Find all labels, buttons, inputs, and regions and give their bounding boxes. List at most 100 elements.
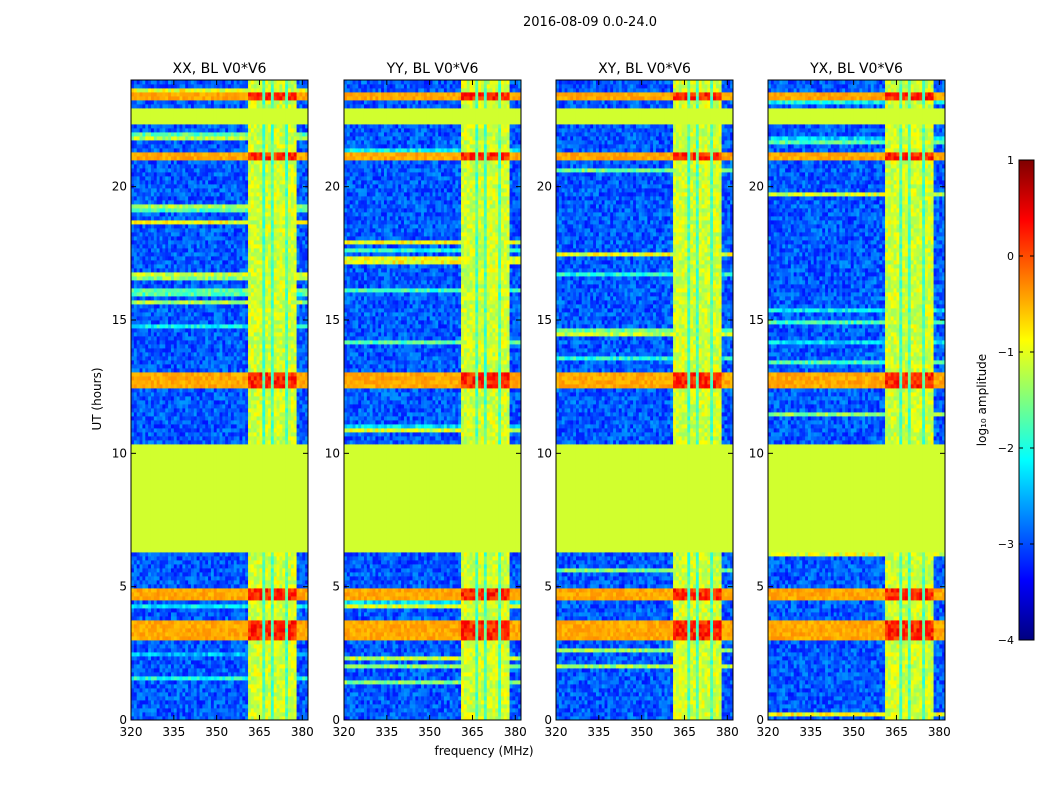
heatmap-cell <box>202 532 206 537</box>
heatmap-cell <box>233 652 238 657</box>
heatmap-cell <box>208 668 212 673</box>
heatmap-cell <box>233 540 238 545</box>
heatmap-cell <box>208 596 212 601</box>
heatmap-cell <box>139 508 143 513</box>
heatmap-cell <box>233 504 238 509</box>
heatmap-cell <box>239 708 243 713</box>
heatmap-cell <box>208 488 212 493</box>
heatmap-cell <box>288 628 292 633</box>
heatmap-cell <box>273 528 277 533</box>
heatmap-cell <box>282 656 286 661</box>
heatmap-cell <box>282 440 286 445</box>
heatmap-cell <box>210 556 215 561</box>
heatmap-cell <box>299 640 303 645</box>
heatmap-cell <box>285 632 289 637</box>
heatmap-cell <box>168 432 172 437</box>
heatmap-cell <box>256 512 260 517</box>
heatmap-cell <box>145 584 149 589</box>
heatmap-cell <box>202 488 206 493</box>
heatmap-cell <box>236 696 240 701</box>
heatmap-cell <box>196 448 200 453</box>
heatmap-cell <box>216 520 220 525</box>
heatmap-cell <box>168 400 172 405</box>
heatmap-cell <box>179 676 183 681</box>
heatmap-cell <box>265 532 269 537</box>
heatmap-cell <box>242 588 246 593</box>
heatmap-cell <box>156 596 160 601</box>
heatmap-cell <box>285 408 289 413</box>
heatmap-cell <box>153 524 158 529</box>
heatmap-cell <box>148 592 152 597</box>
heatmap-cell <box>168 672 172 677</box>
heatmap-cell <box>230 544 235 549</box>
heatmap-cell <box>299 580 303 585</box>
heatmap-cell <box>256 468 260 473</box>
heatmap-cell <box>210 544 215 549</box>
heatmap-cell <box>210 404 215 409</box>
heatmap-cell <box>259 696 263 701</box>
heatmap-cell <box>290 420 295 425</box>
heatmap-cell <box>250 600 255 605</box>
heatmap-cell <box>190 472 195 477</box>
heatmap-cell <box>210 444 215 449</box>
heatmap-cell <box>282 484 286 489</box>
heatmap-cell <box>176 504 180 509</box>
heatmap-cell <box>225 568 229 573</box>
heatmap-cell <box>162 560 166 565</box>
heatmap-cell <box>156 640 160 645</box>
heatmap-cell <box>299 424 303 429</box>
heatmap-cell <box>270 640 275 645</box>
heatmap-cell <box>213 600 218 605</box>
heatmap-cell <box>148 456 152 461</box>
heatmap-cell <box>296 516 300 521</box>
heatmap-cell <box>288 400 292 405</box>
heatmap-cell <box>250 672 255 677</box>
heatmap-cell <box>262 668 266 673</box>
heatmap-cell <box>182 460 186 465</box>
heatmap-cell <box>302 468 306 473</box>
heatmap-cell <box>139 712 143 717</box>
heatmap-cell <box>199 580 203 585</box>
heatmap-cell <box>256 552 260 557</box>
heatmap-cell <box>282 400 286 405</box>
heatmap-cell <box>150 432 155 437</box>
heatmap-cell <box>165 688 169 693</box>
heatmap-cell <box>268 584 272 589</box>
heatmap-cell <box>199 636 203 641</box>
heatmap-cell <box>273 688 277 693</box>
heatmap-cell <box>193 448 198 453</box>
heatmap-cell <box>199 576 203 581</box>
heatmap-cell <box>228 468 232 473</box>
heatmap-cell <box>262 532 266 537</box>
heatmap-cell <box>225 528 229 533</box>
heatmap-cell <box>150 640 155 645</box>
heatmap-cell <box>219 472 223 477</box>
heatmap-cell <box>268 492 272 497</box>
heatmap-cell <box>208 456 212 461</box>
heatmap-cell <box>210 536 215 541</box>
heatmap-cell <box>148 420 152 425</box>
heatmap-cell <box>168 500 172 505</box>
heatmap-cell <box>133 488 138 493</box>
heatmap-cell <box>190 488 195 493</box>
heatmap-cell <box>162 504 166 509</box>
heatmap-cell <box>245 656 249 661</box>
heatmap-cell <box>173 572 178 577</box>
heatmap-cell <box>162 508 166 513</box>
heatmap-cell <box>193 412 198 417</box>
heatmap-cell <box>273 452 277 457</box>
heatmap-cell <box>148 484 152 489</box>
heatmap-cell <box>228 440 232 445</box>
heatmap-cell <box>190 556 195 561</box>
heatmap-cell <box>288 696 292 701</box>
heatmap-cell <box>282 616 286 621</box>
heatmap-cell <box>190 632 195 637</box>
heatmap-cell <box>150 448 155 453</box>
heatmap-cell <box>153 596 158 601</box>
heatmap-cell <box>208 492 212 497</box>
heatmap-cell <box>199 408 203 413</box>
heatmap-cell <box>259 436 263 441</box>
heatmap-cell <box>239 632 243 637</box>
heatmap-cell <box>256 416 260 421</box>
heatmap-cell <box>299 600 303 605</box>
